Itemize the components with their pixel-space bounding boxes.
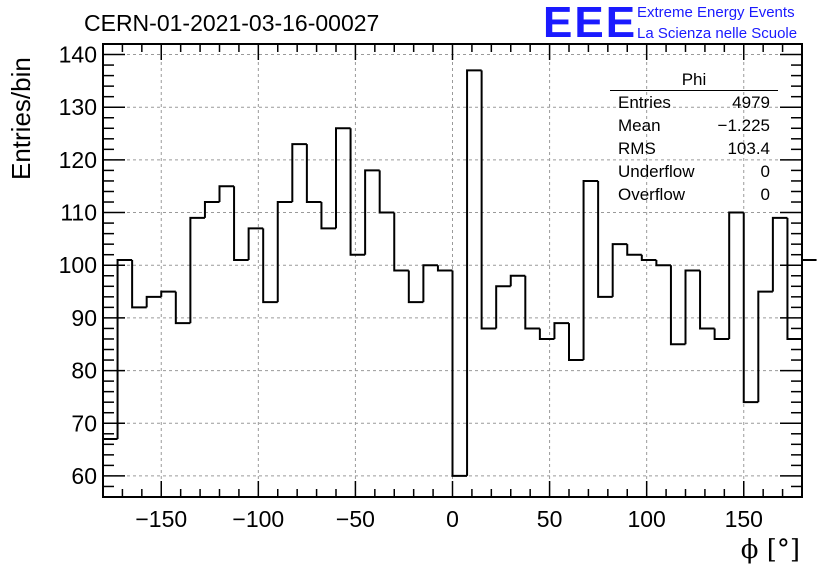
stats-value: 4979: [732, 93, 770, 112]
logo-line-1: Extreme Energy Events: [637, 4, 795, 21]
histogram-bin: [320, 202, 336, 230]
histogram-bin: [611, 243, 628, 297]
histogram-bin: [786, 217, 802, 340]
histogram-bin: [378, 170, 395, 214]
stats-row-mean: Mean −1.225: [610, 114, 778, 137]
y-tick-label: 130: [59, 94, 97, 120]
x-tick-label: 150: [725, 506, 763, 532]
histogram-bin: [582, 179, 599, 361]
histogram-bin: [131, 259, 147, 309]
x-tick-label: −50: [336, 506, 375, 532]
x-tick-label: 100: [627, 506, 665, 532]
histogram-bin: [291, 143, 307, 203]
eee-logo-mark: EEE: [543, 0, 638, 47]
histogram-bin: [699, 270, 715, 330]
histogram-bin: [757, 290, 773, 403]
y-tick-label: 70: [71, 410, 97, 436]
histogram-bin: [436, 265, 453, 272]
histogram-bin: [393, 212, 409, 272]
stats-row-rms: RMS 103.4: [610, 137, 778, 160]
histogram-bin: [655, 259, 671, 267]
histogram-bin: [305, 144, 322, 204]
stats-value: −1.225: [717, 116, 770, 135]
stats-label: Mean: [618, 116, 661, 135]
y-tick-label: 80: [71, 358, 97, 384]
histogram-bin: [466, 69, 482, 476]
histogram-bin: [276, 201, 293, 303]
histogram-bin: [335, 127, 351, 229]
histogram-bin: [247, 227, 264, 260]
run-title: CERN-01-2021-03-16-00027: [84, 10, 380, 36]
x-tick-label: 0: [446, 506, 459, 532]
histogram-bin: [160, 290, 176, 297]
histogram-bin: [509, 274, 526, 287]
histogram-bin: [451, 270, 468, 477]
stats-value: 0: [760, 162, 770, 181]
y-tick-label: 140: [59, 42, 97, 68]
stats-value: 0: [760, 185, 770, 204]
y-tick-label: 60: [71, 463, 97, 489]
histogram-bin: [364, 169, 380, 255]
histogram-bin: [116, 258, 133, 440]
histogram-bin: [801, 258, 817, 339]
histogram-bin: [233, 186, 249, 261]
tick-labels: −150 −100 −50 0 50 100 150 60 70 80 90 100 110 120 130…: [59, 42, 763, 532]
histogram-bin: [713, 328, 730, 340]
histogram-bin: [218, 185, 235, 203]
histogram-bins: [102, 69, 817, 497]
histogram-bin: [640, 254, 657, 261]
histogram-bin: [349, 128, 366, 256]
x-tick-label: 50: [537, 506, 563, 532]
y-tick-label: 110: [60, 200, 97, 226]
stats-row-overflow: Overflow 0: [610, 183, 778, 206]
histogram-bin: [742, 212, 759, 404]
x-tick-label: −100: [232, 506, 284, 532]
y-tick-label: 100: [59, 252, 97, 278]
stats-label: RMS: [618, 139, 656, 158]
histogram-bin: [524, 275, 540, 330]
logo-line-2: La Scienza nelle Scuole: [637, 25, 798, 42]
histogram-bin: [422, 264, 438, 303]
axis-ticks: [102, 43, 803, 497]
y-tick-label: 120: [59, 147, 97, 173]
stats-row-entries: Entries 4979: [610, 91, 778, 114]
histogram-bin: [728, 211, 744, 339]
x-axis-label: ϕ [°]: [741, 535, 800, 565]
histogram-bin: [262, 228, 278, 304]
histogram-bin: [669, 265, 686, 346]
x-tick-label: −150: [135, 506, 187, 532]
histogram-bin: [553, 322, 569, 339]
histogram-bin: [145, 295, 162, 308]
stats-value: 103.4: [727, 139, 770, 158]
histogram-bin: [203, 201, 220, 218]
histogram-bin: [626, 244, 642, 256]
histogram-bin: [102, 438, 118, 497]
y-tick-label: 90: [71, 305, 97, 331]
histogram-bin: [538, 328, 555, 340]
histogram-bin: [771, 216, 788, 292]
stats-label: Underflow: [618, 162, 695, 181]
histogram-bin: [480, 70, 497, 330]
histogram-bin: [407, 270, 424, 304]
histogram-bin: [597, 180, 613, 298]
y-axis-label: Entries/bin: [6, 57, 36, 180]
histogram-bin: [684, 269, 701, 345]
stats-box-title: Phi: [610, 70, 778, 91]
histogram-bin: [189, 216, 205, 324]
histogram-bin: [568, 323, 584, 362]
histogram-bin: [174, 291, 191, 325]
histogram-bin: [495, 285, 511, 329]
stats-label: Overflow: [618, 185, 686, 204]
stats-box: Phi Entries 4979 Mean −1.225 RMS 103.4 U…: [610, 70, 778, 206]
stats-label: Entries: [618, 93, 671, 112]
stats-row-underflow: Underflow 0: [610, 160, 778, 183]
